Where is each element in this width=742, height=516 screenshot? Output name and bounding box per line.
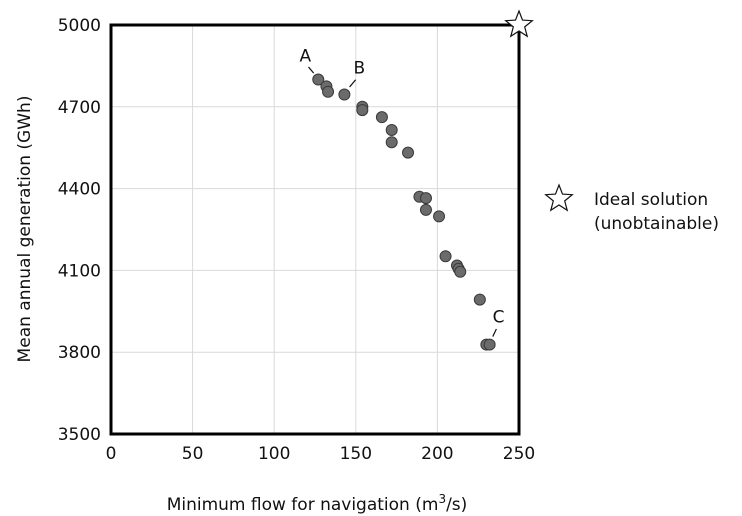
data-point <box>433 210 446 223</box>
data-point <box>338 88 351 101</box>
x-axis-title-end: /s) <box>446 495 467 515</box>
data-points <box>312 73 496 351</box>
data-point <box>322 85 335 98</box>
data-point <box>439 250 452 263</box>
annotation-leader <box>308 66 315 74</box>
data-point <box>473 293 486 306</box>
data-point <box>402 146 415 159</box>
x-axis-ticks: 0 50 100 150 200 250 <box>106 444 536 464</box>
data-point <box>454 265 467 278</box>
ideal-solution-star-icon <box>504 9 534 38</box>
x-tick-label: 250 <box>503 444 535 464</box>
y-axis-title: Mean annual generation (GWh) <box>15 96 35 363</box>
annotation-c: C <box>493 308 505 328</box>
y-tick-label: 3800 <box>58 343 101 363</box>
y-tick-label: 4400 <box>58 180 101 200</box>
legend-line-2: (unobtainable) <box>594 214 719 234</box>
annotations: A B C <box>299 47 504 328</box>
y-tick-label: 5000 <box>58 16 101 36</box>
x-tick-label: 50 <box>182 444 204 464</box>
x-axis-title-sup: 3 <box>438 492 446 506</box>
annotation-leader <box>349 79 357 88</box>
data-point <box>312 73 325 86</box>
x-tick-label: 0 <box>106 444 117 464</box>
data-point <box>385 136 398 149</box>
annotation-leaders <box>308 66 497 337</box>
data-point <box>483 338 496 351</box>
x-tick-label: 150 <box>340 444 372 464</box>
data-point <box>375 111 388 124</box>
data-point <box>419 192 432 205</box>
legend-line-1: Ideal solution <box>594 190 708 210</box>
data-point <box>385 123 398 136</box>
y-tick-label: 4100 <box>58 261 101 281</box>
annotation-b: B <box>354 59 366 79</box>
x-axis-title: Minimum flow for navigation (m3/s) <box>167 492 468 515</box>
legend: Ideal solution (unobtainable) <box>544 183 719 234</box>
grid-lines <box>111 25 519 434</box>
x-axis-title-main: Minimum flow for navigation (m <box>167 495 439 515</box>
legend-star-icon <box>544 183 574 212</box>
x-tick-label: 100 <box>258 444 290 464</box>
x-tick-label: 200 <box>421 444 453 464</box>
y-tick-label: 4700 <box>58 98 101 118</box>
annotation-a: A <box>299 47 311 67</box>
data-point <box>356 104 369 117</box>
y-tick-label: 3500 <box>58 425 101 445</box>
y-axis-ticks: 3500 3800 4100 4400 4700 5000 <box>58 16 101 445</box>
data-point <box>419 203 432 216</box>
annotation-leader <box>492 328 497 337</box>
plot-frame <box>109 23 521 436</box>
